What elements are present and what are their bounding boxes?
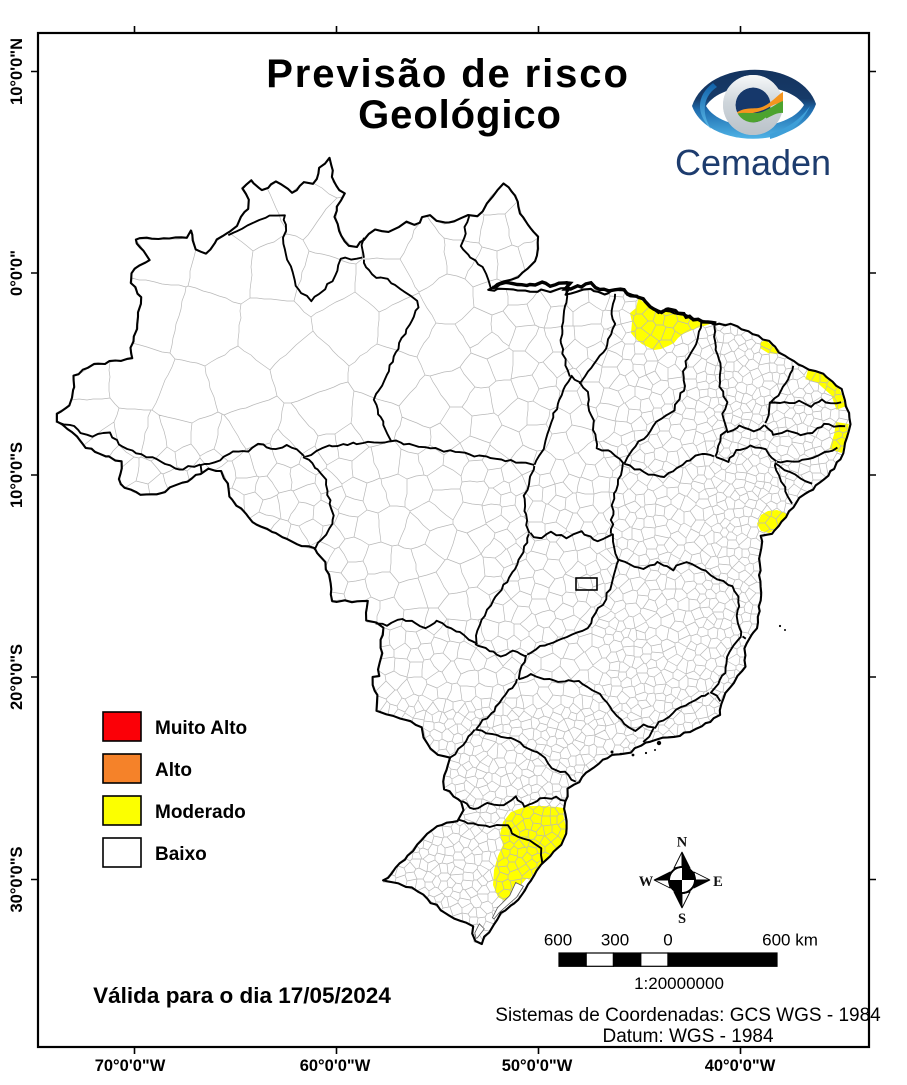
svg-text:60°0'0"W: 60°0'0"W [300, 1057, 371, 1075]
svg-text:Muito Alto: Muito Alto [155, 718, 247, 739]
svg-text:W: W [639, 874, 654, 890]
svg-text:50°0'0"W: 50°0'0"W [502, 1057, 573, 1075]
svg-text:Cemaden: Cemaden [675, 142, 831, 183]
svg-text:Alto: Alto [155, 760, 192, 781]
svg-text:Moderado: Moderado [155, 802, 246, 823]
svg-text:300: 300 [601, 931, 629, 950]
svg-text:Previsão de risco: Previsão de risco [266, 52, 630, 96]
svg-text:Válida para o dia 17/05/2024: Válida para o dia 17/05/2024 [93, 983, 391, 1008]
svg-text:N: N [677, 835, 688, 851]
svg-text:Baixo: Baixo [155, 844, 207, 865]
svg-text:20°0'0"S: 20°0'0"S [8, 644, 26, 710]
svg-text:10°0'0"S: 10°0'0"S [8, 442, 26, 508]
svg-text:1:20000000: 1:20000000 [634, 974, 724, 993]
svg-text:40°0'0"W: 40°0'0"W [705, 1057, 776, 1075]
svg-text:Datum: WGS - 1984: Datum: WGS - 1984 [602, 1026, 773, 1047]
svg-text:E: E [713, 874, 723, 890]
svg-text:30°0'0"S: 30°0'0"S [8, 846, 26, 912]
svg-text:S: S [678, 911, 686, 927]
svg-text:10°0'0"N: 10°0'0"N [8, 38, 26, 105]
svg-text:Geológico: Geológico [358, 93, 562, 137]
svg-text:0°0'0": 0°0'0" [8, 250, 26, 296]
svg-text:70°0'0"W: 70°0'0"W [95, 1057, 166, 1075]
svg-text:600 km: 600 km [762, 931, 818, 950]
svg-text:600: 600 [544, 931, 572, 950]
svg-text:Sistemas de Coordenadas: GCS W: Sistemas de Coordenadas: GCS WGS - 1984 [495, 1005, 881, 1026]
svg-text:0: 0 [663, 931, 672, 950]
